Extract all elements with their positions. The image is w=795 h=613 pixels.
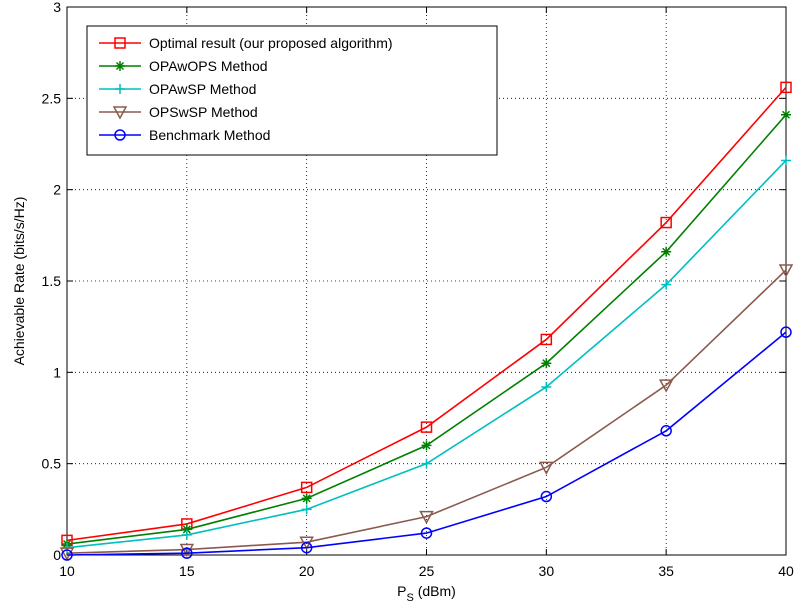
data-point-marker bbox=[301, 493, 312, 504]
legend-box bbox=[86, 25, 498, 156]
data-point-marker bbox=[540, 490, 553, 503]
data-point-marker bbox=[420, 421, 433, 433]
data-point-marker bbox=[181, 547, 193, 559]
legend-marker bbox=[114, 129, 126, 141]
data-point-marker bbox=[181, 524, 192, 535]
data-point-marker bbox=[660, 425, 672, 437]
data-point-marker bbox=[660, 216, 672, 229]
series-group bbox=[59, 81, 794, 561]
legend: Optimal result (our proposed algorithm) O… bbox=[86, 25, 498, 156]
y-tick-label: 1 bbox=[53, 364, 61, 380]
legend-marker bbox=[112, 106, 128, 120]
legend-item: OPAwSP Method bbox=[99, 81, 256, 97]
x-tick-label: 10 bbox=[59, 563, 75, 579]
legend-item: Optimal result (our proposed algorithm) bbox=[99, 35, 393, 51]
data-point-marker bbox=[780, 326, 792, 338]
legend-items: Optimal result (our proposed algorithm) O… bbox=[99, 35, 393, 143]
legend-label: Benchmark Method bbox=[149, 127, 270, 143]
data-point-marker bbox=[781, 109, 791, 120]
legend-label: OPAwSP Method bbox=[149, 81, 256, 97]
legend-item: Benchmark Method bbox=[99, 127, 270, 143]
x-axis-label: PS (dBm) bbox=[397, 583, 456, 604]
data-point-marker bbox=[541, 358, 552, 369]
data-point-marker bbox=[61, 549, 73, 561]
series-5 bbox=[61, 326, 792, 561]
legend-item: OPAwOPS Method bbox=[99, 58, 268, 74]
data-point-marker bbox=[300, 541, 313, 554]
data-point-marker bbox=[420, 527, 433, 539]
y-tick-label: 0 bbox=[53, 547, 61, 563]
data-point-marker bbox=[421, 458, 432, 469]
legend-label: OPAwOPS Method bbox=[149, 58, 268, 74]
data-point-marker bbox=[419, 510, 434, 525]
x-tick-label: 15 bbox=[179, 563, 195, 579]
y-tick-label: 3 bbox=[53, 0, 61, 15]
x-tick-label: 40 bbox=[778, 563, 794, 579]
y-tick-label: 2 bbox=[53, 182, 61, 198]
series-line bbox=[66, 269, 787, 554]
x-axis-label-subscript: S bbox=[407, 592, 414, 604]
legend-marker bbox=[115, 61, 125, 71]
x-tick-label: 25 bbox=[419, 563, 435, 579]
data-point-marker bbox=[541, 381, 552, 392]
data-point-marker bbox=[181, 529, 192, 540]
x-tick-label: 20 bbox=[299, 563, 315, 579]
data-point-marker bbox=[540, 333, 553, 346]
series-1 bbox=[61, 81, 792, 547]
legend-marker bbox=[115, 84, 125, 94]
y-tick-label: 2.5 bbox=[42, 90, 62, 106]
axis-ticks: 10 15 20 25 30 35 40 0 0.5 1 1.5 2 2.5 3 bbox=[42, 0, 794, 579]
data-point-marker bbox=[300, 481, 313, 494]
data-point-marker bbox=[301, 504, 312, 515]
data-point-marker bbox=[539, 461, 554, 475]
series-line bbox=[66, 86, 787, 542]
data-point-marker bbox=[780, 81, 792, 94]
legend-marker bbox=[114, 37, 126, 49]
y-tick-label: 1.5 bbox=[42, 273, 62, 289]
data-point-marker bbox=[778, 264, 794, 278]
x-axis-label-main: P bbox=[397, 583, 406, 599]
data-point-marker bbox=[658, 379, 674, 393]
legend-label: Optimal result (our proposed algorithm) bbox=[149, 35, 393, 51]
series-4 bbox=[59, 264, 794, 561]
x-axis-label-unit: (dBm) bbox=[414, 583, 456, 599]
data-point-marker bbox=[661, 279, 672, 290]
data-point-marker bbox=[661, 246, 672, 257]
series-line bbox=[66, 331, 787, 556]
y-axis-label: Achievable Rate (bits/s/Hz) bbox=[11, 197, 27, 366]
data-point-marker bbox=[299, 536, 314, 550]
y-tick-label: 0.5 bbox=[42, 456, 62, 472]
x-tick-label: 30 bbox=[539, 563, 555, 579]
data-point-marker bbox=[421, 440, 432, 451]
x-tick-label: 35 bbox=[658, 563, 674, 579]
data-point-marker bbox=[59, 547, 75, 561]
data-point-marker bbox=[781, 155, 791, 166]
legend-item: OPSwSP Method bbox=[99, 104, 258, 120]
legend-label: OPSwSP Method bbox=[149, 104, 258, 120]
